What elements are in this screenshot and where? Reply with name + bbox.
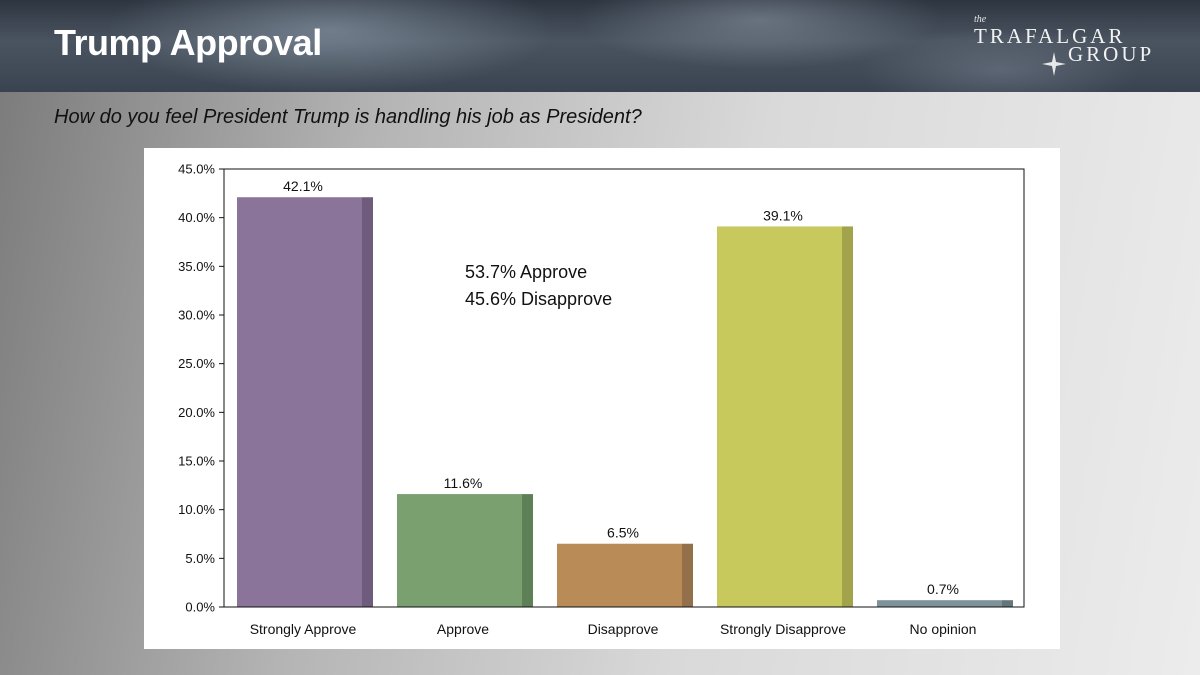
- page-title: Trump Approval: [54, 22, 322, 63]
- data-label: 6.5%: [607, 525, 639, 541]
- bar-chart: 0.0% 5.0% 10.0% 15.0% 20.0% 25.0% 30.0% 35.0% 40…: [178, 162, 1025, 637]
- bars: 42.1% 11.6% 6.5% 39.1% 0.7%: [237, 178, 1013, 607]
- x-tick-label: Approve: [437, 621, 489, 637]
- y-tick-label: 0.0%: [185, 600, 215, 615]
- x-tick-label: Strongly Approve: [250, 621, 357, 637]
- data-label: 39.1%: [763, 207, 803, 223]
- y-tick-label: 30.0%: [178, 308, 215, 323]
- x-axis: Strongly Approve Approve Disapprove Strongl…: [250, 621, 977, 637]
- y-tick-label: 10.0%: [178, 502, 215, 517]
- bar-strongly-disapprove: [717, 226, 842, 607]
- y-tick-label: 45.0%: [178, 162, 215, 177]
- bar-disapprove: [557, 543, 682, 607]
- header-banner: Trump Approval the TRAFALGAR GROUP: [0, 0, 1200, 92]
- x-tick-label: Strongly Disapprove: [720, 621, 846, 637]
- y-tick-label: 25.0%: [178, 356, 215, 371]
- chart-panel: 0.0% 5.0% 10.0% 15.0% 20.0% 25.0% 30.0% 35.0% 40…: [144, 148, 1060, 649]
- x-tick-label: Disapprove: [588, 621, 659, 637]
- logo-the-text: the: [974, 14, 987, 25]
- trafalgar-logo: the TRAFALGAR GROUP: [968, 14, 1151, 80]
- annotation-approve: 53.7% Approve: [465, 262, 587, 282]
- bar-side-shade: [522, 494, 533, 607]
- y-tick-label: 15.0%: [178, 454, 215, 469]
- y-tick-label: 5.0%: [185, 551, 215, 566]
- bar-approve: [397, 494, 522, 607]
- bar-side-shade: [1002, 600, 1013, 607]
- logo-line2: GROUP: [1068, 42, 1155, 66]
- bar-strongly-approve: [237, 197, 362, 607]
- bar-no-opinion: [877, 600, 1002, 607]
- bar-side-shade: [362, 197, 373, 607]
- bar-side-shade: [682, 543, 693, 607]
- survey-question: How do you feel President Trump is handl…: [54, 106, 642, 128]
- compass-star-icon: [1042, 52, 1066, 76]
- y-tick-label: 35.0%: [178, 259, 215, 274]
- bar-side-shade: [842, 226, 853, 607]
- data-label: 42.1%: [283, 178, 323, 194]
- logo-line1: TRAFALGAR: [974, 24, 1126, 48]
- plot-frame: [223, 168, 1025, 608]
- x-tick-label: No opinion: [910, 621, 977, 637]
- y-tick-label: 40.0%: [178, 210, 215, 225]
- y-axis: 0.0% 5.0% 10.0% 15.0% 20.0% 25.0% 30.0% 35.0% 40…: [178, 162, 224, 615]
- data-label: 11.6%: [444, 475, 483, 491]
- data-label: 0.7%: [927, 581, 959, 597]
- y-tick-label: 20.0%: [178, 405, 215, 420]
- annotation-disapprove: 45.6% Disapprove: [465, 289, 612, 309]
